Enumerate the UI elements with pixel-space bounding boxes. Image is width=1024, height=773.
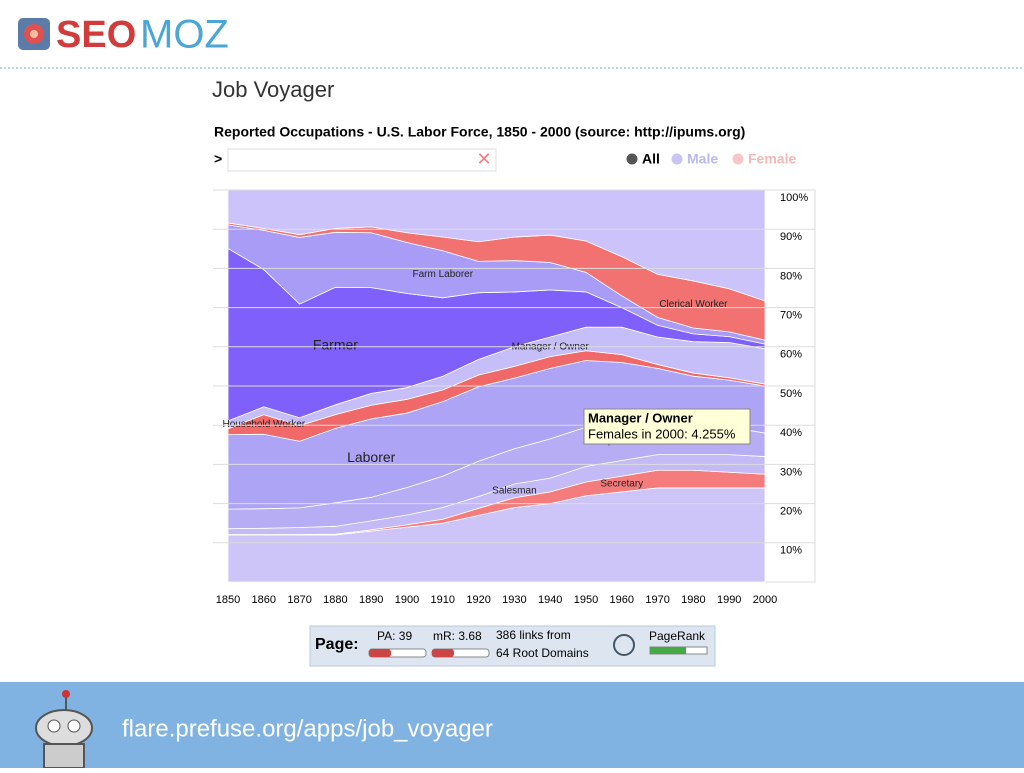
toggle-label[interactable]: Male	[687, 151, 718, 167]
logo-text: SEO	[56, 14, 136, 56]
y-tick-label: 20%	[780, 506, 802, 518]
logo: SEO MOZ	[18, 13, 229, 57]
logo-text: MOZ	[140, 13, 229, 57]
footer-url: flare.prefuse.org/apps/job_voyager	[122, 715, 493, 742]
y-tick-label: 80%	[780, 270, 802, 282]
x-tick-label: 1980	[681, 594, 705, 606]
clear-button[interactable]: ✕	[476, 149, 491, 169]
robot	[35, 690, 93, 769]
y-tick-label: 10%	[780, 545, 802, 557]
toolbar-domains: 64 Root Domains	[496, 646, 589, 660]
tooltip-text: Females in 2000: 4.255%	[588, 426, 736, 441]
y-tick-label: 50%	[780, 388, 802, 400]
toggle-dot[interactable]	[732, 153, 744, 165]
toggle-label[interactable]: All	[642, 151, 660, 167]
toggle-dot[interactable]	[671, 153, 683, 165]
toolbar-label: Page:	[315, 636, 359, 653]
search-box[interactable]	[227, 148, 497, 172]
x-tick-label: 1910	[431, 594, 455, 606]
page-title: Job Voyager	[212, 77, 334, 102]
y-tick-label: 40%	[780, 427, 802, 439]
x-tick-label: 1990	[717, 594, 741, 606]
x-tick-label: 1950	[574, 594, 598, 606]
x-tick-label: 1850	[216, 594, 240, 606]
x-tick-label: 1960	[610, 594, 634, 606]
x-tick-label: 1900	[395, 594, 419, 606]
toolbar-mr: mR: 3.68	[433, 629, 482, 643]
x-tick-label: 1870	[287, 594, 311, 606]
footer-band	[0, 682, 1024, 768]
toolbar: Page: PA: 39 mR: 3.68 386 links from 64 …	[309, 625, 716, 667]
x-tick-label: 1890	[359, 594, 383, 606]
tooltip	[583, 408, 751, 445]
x-tick-label: 1880	[323, 594, 347, 606]
series-label: Household Worker	[222, 419, 305, 430]
search-prompt: >	[214, 151, 222, 167]
x-tick-label: 2000	[753, 594, 777, 606]
y-tick-label: 90%	[780, 231, 802, 243]
toggle-label[interactable]: Female	[748, 151, 796, 167]
series-label: Farmer	[313, 337, 358, 353]
series-label: Clerical Worker	[659, 299, 728, 310]
tooltip-title: Manager / Owner	[588, 410, 693, 425]
series-label: Laborer	[347, 449, 396, 465]
toolbar-links: 386 links from	[496, 628, 571, 642]
chart-title: Reported Occupations - U.S. Labor Force,…	[214, 124, 745, 140]
y-tick-label: 60%	[780, 349, 802, 361]
toggle-dot[interactable]	[626, 153, 638, 165]
y-tick-label: 100%	[780, 192, 808, 204]
y-tick-label: 30%	[780, 466, 802, 478]
toolbar-pagerank: PageRank	[649, 629, 706, 643]
x-tick-label: 1940	[538, 594, 562, 606]
x-tick-label: 1860	[252, 594, 276, 606]
x-tick-label: 1920	[466, 594, 490, 606]
series-label: Secretary	[600, 479, 643, 490]
x-tick-label: 1930	[502, 594, 526, 606]
x-tick-label: 1970	[645, 594, 669, 606]
series-label: Salesman	[492, 486, 536, 497]
toolbar-pa: PA: 39	[377, 629, 412, 643]
series-label: Farm Laborer	[413, 269, 474, 280]
y-tick-label: 70%	[780, 310, 802, 322]
